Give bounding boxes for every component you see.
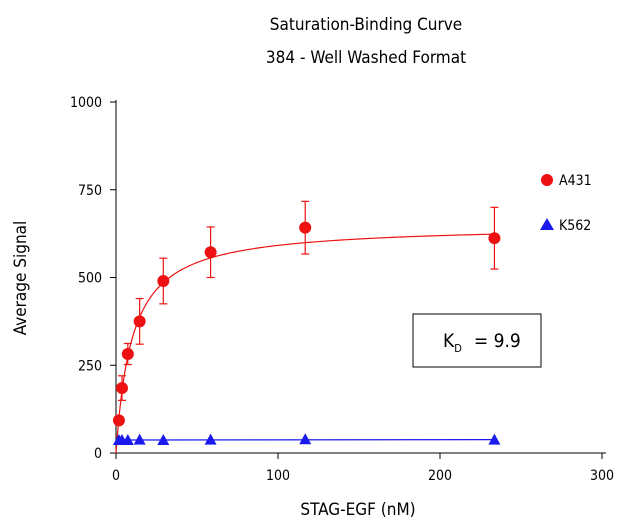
a431-point	[157, 275, 170, 288]
kd-box-frame	[412, 313, 542, 368]
x-axis-title: STAG-EGF (nM)	[300, 500, 415, 520]
a431-point	[204, 246, 217, 259]
k562-point	[299, 433, 312, 445]
x-tick-label: 100	[266, 468, 290, 484]
legend-marker-a431	[541, 174, 553, 186]
legend-marker-k562	[540, 218, 554, 230]
kd-symbol: K	[443, 330, 455, 352]
legend-label-a431: A431	[559, 173, 592, 189]
k562-point	[204, 433, 217, 445]
y-tick-label: 1000	[70, 95, 102, 111]
kd-text: KD = 9.9	[443, 330, 521, 355]
kd-annotation: KD = 9.9	[412, 313, 542, 368]
y-axis-title: Average Signal	[11, 221, 31, 336]
a431-point	[133, 315, 146, 328]
axes	[110, 100, 606, 459]
legend-label-k562: K562	[559, 218, 591, 234]
kd-subscript: D	[454, 342, 462, 355]
chart-subtitle: 384 - Well Washed Format	[266, 48, 466, 68]
x-tick-label: 300	[590, 468, 614, 484]
legend: A431 K562	[540, 173, 592, 234]
y-tick-label: 250	[78, 358, 102, 374]
k562-point	[157, 434, 170, 446]
a431-point	[299, 221, 312, 234]
k562-point	[121, 434, 134, 446]
tick-labels: 0 100 200 300 0 250 500 750 1000	[70, 95, 614, 484]
k562-point	[133, 433, 146, 445]
a431-point	[121, 348, 134, 361]
x-tick-label: 0	[112, 468, 120, 484]
kd-value: = 9.9	[474, 330, 521, 352]
y-tick-label: 0	[94, 446, 102, 462]
a431-point	[488, 232, 501, 245]
y-tick-label: 750	[78, 183, 102, 199]
chart-title: Saturation-Binding Curve	[270, 15, 462, 35]
x-tick-label: 200	[428, 468, 452, 484]
series-layer	[112, 200, 501, 454]
a431-point	[115, 382, 128, 395]
k562-point	[488, 433, 501, 445]
y-tick-label: 500	[78, 271, 102, 287]
a431-point	[112, 414, 125, 427]
